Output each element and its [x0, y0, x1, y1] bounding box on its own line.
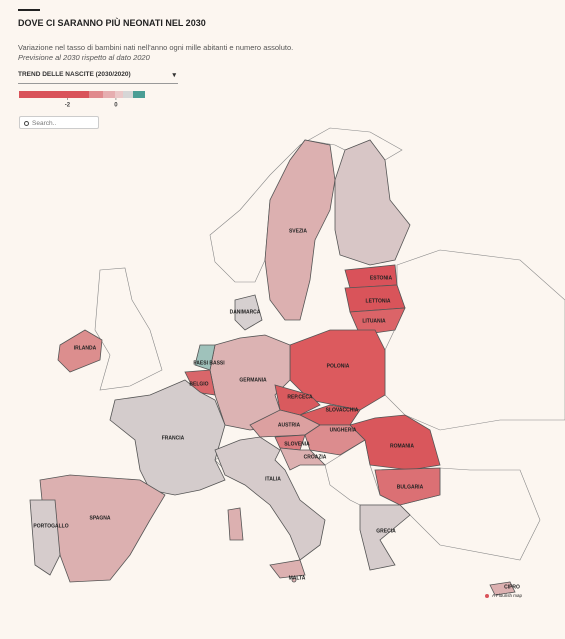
uk: [94, 267, 163, 391]
legend-swatch: [133, 91, 145, 98]
country-label: UNGHERIA: [330, 427, 357, 433]
title-rule: [18, 9, 40, 11]
country-label: GRECIA: [376, 528, 396, 534]
legend-swatch: [115, 91, 123, 98]
country-label: AUSTRIA: [278, 422, 301, 428]
country-label: PAESI BASSI: [193, 360, 225, 366]
title: DOVE CI SARANNO PIÙ NEONATI NEL 2030: [18, 18, 206, 28]
legend-swatch: [19, 91, 89, 98]
country-label: BELGIO: [189, 381, 208, 387]
poland: [289, 329, 386, 411]
country-label: PORTOGALLO: [33, 523, 68, 529]
country-label: SLOVACCHIA: [326, 407, 359, 413]
legend: -2 0: [19, 91, 145, 109]
eu-countries: [29, 139, 516, 596]
france: [109, 379, 226, 496]
ireland: [57, 329, 103, 373]
romania: [349, 414, 441, 471]
italy: [214, 436, 326, 561]
croatia: [279, 447, 326, 471]
country-labels: SVEZIA ESTONIA LETTONIA LITUANIA DANIMAR…: [33, 228, 520, 590]
country-label: IRLANDA: [74, 345, 97, 351]
subtitle: Variazione nel tasso di bambini nati nel…: [18, 43, 294, 52]
country-label: SPAGNA: [89, 515, 110, 521]
dropdown[interactable]: TREND DELLE NASCITE (2030/2020): [18, 71, 178, 84]
country-label: MALTA: [289, 575, 306, 581]
sardinia: [227, 507, 244, 541]
country-label: DANIMARCA: [230, 309, 261, 315]
legend-tick-label: -2: [65, 103, 71, 109]
legend-swatch: [89, 91, 103, 98]
country-label: ROMANIA: [390, 443, 414, 449]
denmark: [234, 294, 263, 331]
country-label: ITALIA: [265, 476, 281, 482]
credit[interactable]: A Flourish map: [492, 593, 523, 598]
country-label: LITUANIA: [362, 318, 386, 324]
country-label: LETTONIA: [366, 298, 391, 304]
legend-swatch: [103, 91, 115, 98]
country-label: CROAZIA: [304, 454, 327, 460]
country-label: BULGARIA: [397, 484, 424, 490]
country-label: REP.CECA: [287, 394, 313, 400]
portugal: [29, 499, 61, 576]
east: [384, 249, 565, 431]
country-label: SVEZIA: [289, 228, 307, 234]
country-label: FRANCIA: [162, 435, 185, 441]
country-label: GERMANIA: [239, 377, 267, 383]
finland: [334, 139, 411, 266]
sicily: [269, 559, 306, 579]
malta: [291, 577, 297, 583]
note: Previsione al 2030 rispetto al dato 2020: [18, 53, 150, 62]
country-label: POLONIA: [327, 363, 350, 369]
country-label: CIPRO: [504, 584, 520, 590]
country-label: SLOVENIA: [284, 441, 310, 447]
search-box[interactable]: Search..: [19, 116, 99, 129]
sweden: [264, 139, 336, 321]
bulgaria: [374, 467, 441, 506]
country-label: ESTONIA: [370, 275, 393, 281]
greece: [359, 504, 411, 571]
legend-tick-label: 0: [114, 103, 118, 109]
credit-dot: [485, 594, 489, 598]
lithuania: [349, 307, 406, 336]
czechia: [274, 384, 321, 416]
cyprus: [489, 581, 516, 596]
legend-swatch: [123, 91, 133, 98]
